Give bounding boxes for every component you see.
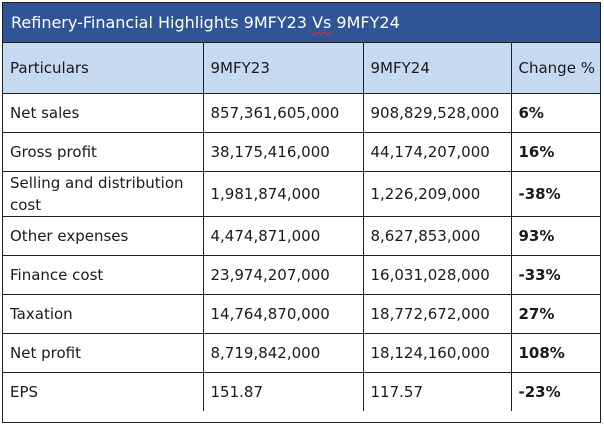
table-row: EPS 151.87 117.57 -23%	[3, 372, 600, 411]
header-particulars: Particulars	[3, 43, 204, 94]
row-particular: Other expenses	[3, 216, 204, 256]
row-particular: Taxation	[3, 294, 204, 334]
row-9mfy23-value: 1,981,874,000	[202, 171, 364, 217]
financial-highlights-table: Particulars 9MFY23 9MFY24 Change % Net s…	[3, 43, 600, 411]
table-row: Taxation 14,764,870,000 18,772,672,000 2…	[3, 294, 600, 334]
row-9mfy24-value: 8,627,853,000	[362, 216, 512, 256]
table-title-part-1: Refinery-Financial Highlights 9MFY23	[11, 13, 313, 32]
row-9mfy23-value: 14,764,870,000	[202, 294, 364, 334]
header-row: Particulars 9MFY23 9MFY24 Change %	[3, 43, 600, 94]
table-row: Net profit 8,719,842,000 18,124,160,000 …	[3, 333, 600, 373]
table-row: Finance cost 23,974,207,000 16,031,028,0…	[3, 255, 600, 295]
table-title-vs: Vs	[312, 13, 332, 32]
row-particular: Net profit	[3, 333, 204, 373]
row-change-value: -23%	[510, 372, 600, 411]
table-row: Other expenses 4,474,871,000 8,627,853,0…	[3, 216, 600, 256]
row-change-value: 93%	[510, 216, 600, 256]
header-9mfy23: 9MFY23	[202, 43, 364, 94]
table-title-part-2: 9MFY24	[331, 13, 400, 32]
row-particular: EPS	[3, 372, 204, 411]
row-change-value: 16%	[510, 132, 600, 172]
header-change: Change %	[510, 43, 600, 94]
row-9mfy24-value: 18,772,672,000	[362, 294, 512, 334]
row-particular: Gross profit	[3, 132, 204, 172]
row-9mfy23-value: 38,175,416,000	[202, 132, 364, 172]
row-particular: Selling and distribution cost	[3, 171, 204, 217]
row-9mfy24-value: 1,226,209,000	[362, 171, 512, 217]
row-9mfy23-value: 151.87	[202, 372, 364, 411]
table-row: Net sales 857,361,605,000 908,829,528,00…	[3, 93, 600, 133]
row-change-value: 27%	[510, 294, 600, 334]
row-9mfy24-value: 908,829,528,000	[362, 93, 512, 133]
row-9mfy24-value: 44,174,207,000	[362, 132, 512, 172]
row-change-value: 108%	[510, 333, 600, 373]
row-9mfy23-value: 4,474,871,000	[202, 216, 364, 256]
row-9mfy23-value: 857,361,605,000	[202, 93, 364, 133]
row-9mfy23-value: 23,974,207,000	[202, 255, 364, 295]
row-change-value: -38%	[510, 171, 600, 217]
table-row: Gross profit 38,175,416,000 44,174,207,0…	[3, 132, 600, 172]
table-row: Selling and distribution cost 1,981,874,…	[3, 171, 600, 217]
row-particular: Net sales	[3, 93, 204, 133]
table-title: Refinery-Financial Highlights 9MFY23 Vs …	[3, 3, 600, 43]
header-9mfy24: 9MFY24	[362, 43, 512, 94]
row-9mfy23-value: 8,719,842,000	[202, 333, 364, 373]
row-change-value: 6%	[510, 93, 600, 133]
row-change-value: -33%	[510, 255, 600, 295]
row-9mfy24-value: 117.57	[362, 372, 512, 411]
row-9mfy24-value: 18,124,160,000	[362, 333, 512, 373]
row-particular: Finance cost	[3, 255, 204, 295]
row-9mfy24-value: 16,031,028,000	[362, 255, 512, 295]
